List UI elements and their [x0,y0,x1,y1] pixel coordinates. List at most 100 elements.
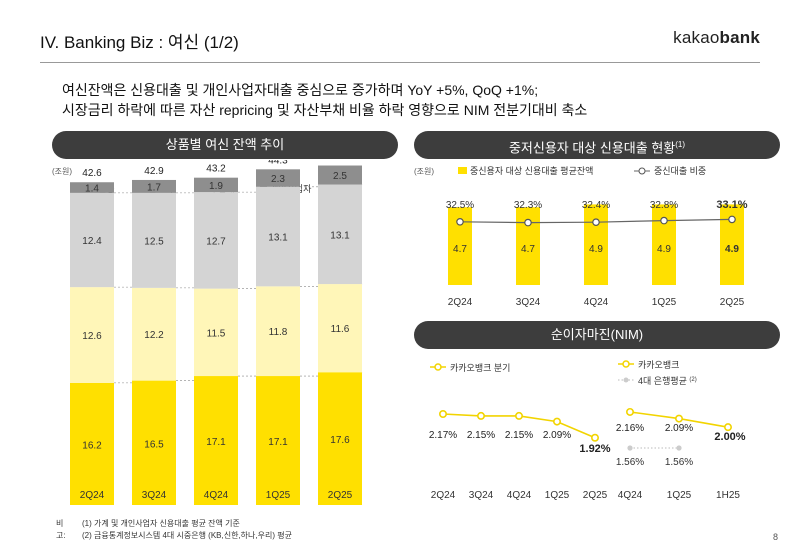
loan-bar-2Q24-1 [70,287,114,383]
midcredit-share-label-1Q25: 32.8% [650,200,678,211]
loan-xlabel-3Q24: 3Q24 [142,490,167,501]
nim-legend-kakao-label: 카카오뱅크 [638,360,679,370]
nim-quarterly-xlabel-2Q24: 2Q24 [431,490,456,501]
nim-chart: 카카오뱅크 분기 카카오뱅크 4대 은행평균 (2) 2.17% 2Q24 2.15% 3Q… [429,360,746,501]
nim-kakao-label-1H25: 2.00% [714,431,745,443]
midcredit-xlabel-1Q25: 1Q25 [652,297,677,308]
loan-value-2Q24-2: 12.4 [82,236,102,247]
nim-quarterly-point-4Q24 [515,411,524,420]
midcredit-xlabel-3Q24: 3Q24 [516,297,541,308]
nim-kakao-point-1Q25 [674,414,683,423]
loan-bar-2Q25-2 [318,184,362,285]
right-bottom-panel-title: 순이자마진(NIM) [414,321,780,349]
nim-legend-avg-label: 4대 은행평균 (2) [638,375,697,386]
midcredit-share-point-2Q25 [728,215,736,224]
loan-bar-3Q24-3 [132,179,176,193]
midcredit-share-label-3Q24: 32.3% [514,200,542,211]
nim-quarterly-label-4Q24: 2.15% [505,430,533,441]
nim-avg-point-1Q25 [676,445,682,451]
loan-value-1Q25-0: 17.1 [268,437,288,448]
midcredit-bar-value-1Q25: 4.9 [657,244,671,255]
nim-kakao-xlabel-1Q25: 1Q25 [667,490,692,501]
loan-value-1Q25-1: 11.8 [269,327,288,338]
midcredit-xlabel-4Q24: 4Q24 [584,297,609,308]
loan-bar-2Q25-1 [318,284,362,373]
loan-xlabel-1Q25: 1Q25 [266,490,291,501]
nim-kakao-label-1Q25: 2.09% [665,423,693,434]
loan-value-4Q24-3: 1.9 [209,181,223,192]
loan-total-2Q25: 44.8 [329,160,350,163]
nim-legend-avg-sup: (2) [689,377,696,383]
loan-xlabel-2Q25: 2Q25 [328,490,353,501]
loan-bar-3Q24-1 [132,287,176,381]
loan-value-1Q25-3: 2.3 [271,174,285,185]
midcredit-legend-line-label: 중신대출 비중 [654,166,706,176]
loan-value-2Q25-2: 13.1 [330,230,350,241]
loan-total-4Q24: 43.2 [206,164,226,175]
nim-quarterly-label-2Q25: 1.92% [579,443,610,455]
midcredit-share-point-2Q24 [456,217,464,226]
loan-bar-3Q24-0 [132,380,176,505]
loan-value-2Q25-1: 11.6 [331,324,350,335]
nim-quarterly-label-2Q24: 2.17% [429,430,457,441]
nim-avg-label-1Q25: 1.56% [665,457,693,468]
loan-unit-label: (조원) [52,167,72,176]
loan-bar-1Q25-3 [256,169,300,187]
loan-value-2Q24-0: 16.2 [82,440,102,451]
nim-kakao-xlabel-4Q24: 4Q24 [618,490,643,501]
nim-avg-label-4Q24: 1.56% [616,457,644,468]
nim-quarterly-xlabel-2Q25: 2Q25 [583,490,608,501]
loan-bar-2Q24-3 [70,182,114,193]
loan-bar-2Q24-2 [70,192,114,288]
loan-xlabel-4Q24: 4Q24 [204,490,229,501]
loan-bar-4Q24-1 [194,288,238,377]
page-number: 8 [772,532,778,542]
nim-kakao-xlabel-1H25: 1H25 [716,490,740,501]
nim-quarterly-label-1Q25: 2.09% [543,430,571,441]
nim-kakao-label-4Q24: 2.16% [616,423,644,434]
loan-value-4Q24-0: 17.1 [206,437,226,448]
right-top-panel-title: 중저신용자 대상 신용대출 현황(1) [414,131,780,159]
nim-avg-point-4Q24 [627,445,633,451]
midcredit-xlabel-2Q24: 2Q24 [448,297,473,308]
midcredit-share-label-2Q24: 32.5% [446,200,474,211]
loan-bar-4Q24-2 [194,192,238,289]
loan-bar-1Q25-1 [256,286,300,377]
nim-quarterly-point-2Q24 [438,409,447,418]
nim-legend-kakao-marker [622,360,630,368]
midcredit-bar-4Q24 [584,204,608,285]
loan-value-3Q24-3: 1.7 [147,182,161,193]
nim-legend-quarterly-marker [434,363,442,371]
loan-value-4Q24-2: 12.7 [206,236,226,247]
midcredit-share-label-4Q24: 32.4% [582,200,610,211]
midcredit-share-point-1Q25 [660,216,668,225]
loan-bar-2Q24-0 [70,382,114,505]
nim-quarterly-xlabel-3Q24: 3Q24 [469,490,494,501]
loan-bar-4Q24-3 [194,177,238,193]
footnote-label: 비고: [56,519,66,540]
midcredit-share-point-4Q24 [592,218,600,227]
nim-kakao-point-1H25 [723,423,732,432]
nim-quarterly-point-1Q25 [553,417,562,426]
nim-quarterly-xlabel-1Q25: 1Q25 [545,490,570,501]
nim-legend-avg-marker [623,377,629,383]
midcredit-share-point-3Q24 [524,218,532,227]
midcredit-bar-value-3Q24: 4.7 [521,244,535,255]
midcredit-bar-value-2Q25: 4.9 [725,244,739,255]
footnote-1: (1) 가계 및 개인사업자 신용대출 평균 잔액 기준 [82,519,240,528]
nim-quarterly-label-3Q24: 2.15% [467,430,495,441]
loan-balance-chart: (조원)신용전월세주담대개인사업자16.212.612.41.442.62Q24… [52,160,362,505]
midcredit-bar-value-4Q24: 4.9 [589,244,603,255]
midcredit-xlabel-2Q25: 2Q25 [720,297,745,308]
loan-xlabel-2Q24: 2Q24 [80,490,105,501]
loan-value-4Q24-1: 11.5 [207,328,226,339]
summary-line-2: 시장금리 하락에 따른 자산 repricing 및 자산부채 비율 하락 영향… [62,102,588,118]
loan-value-2Q25-0: 17.6 [330,435,350,446]
loan-total-2Q24: 42.6 [82,168,102,179]
loan-bar-1Q25-2 [256,186,300,287]
loan-bar-4Q24-0 [194,376,238,505]
nim-kakao-point-4Q24 [626,407,635,416]
loan-bar-2Q25-3 [318,165,362,185]
page-title: IV. Banking Biz : 여신 (1/2) [40,33,239,52]
loan-value-3Q24-0: 16.5 [144,439,164,450]
